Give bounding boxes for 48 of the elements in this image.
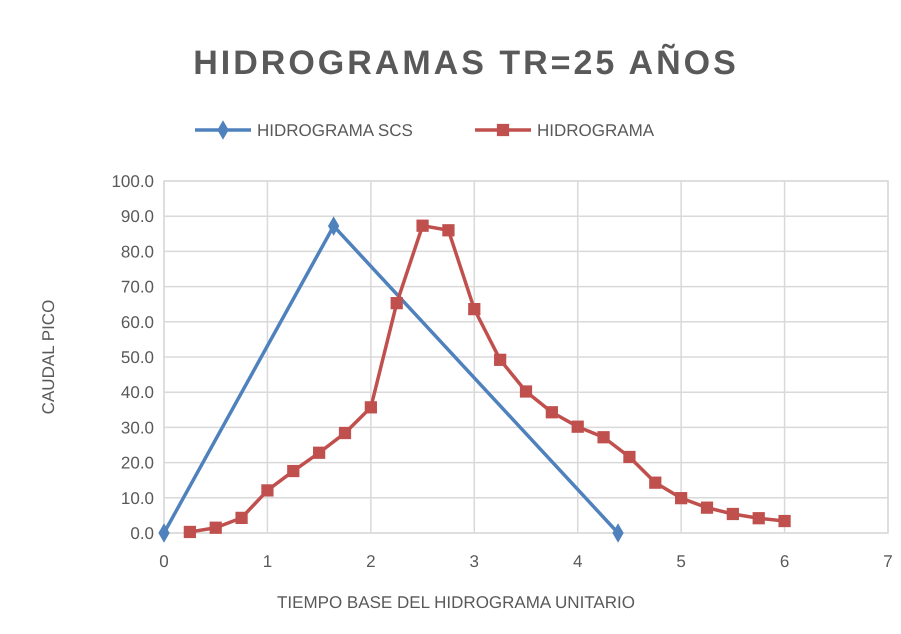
y-tick-label: 70.0 bbox=[120, 278, 154, 297]
x-axis-title: TIEMPO BASE DEL HIDROGRAMA UNITARIO bbox=[277, 593, 635, 612]
point bbox=[468, 303, 480, 316]
x-tick-label: 2 bbox=[366, 552, 376, 571]
point bbox=[364, 401, 377, 414]
y-tick-label: 50.0 bbox=[120, 348, 154, 367]
legend-label: HIDROGRAMA SCS bbox=[257, 120, 413, 140]
y-tick-label: 30.0 bbox=[120, 418, 154, 438]
point bbox=[520, 385, 532, 398]
point bbox=[494, 354, 506, 366]
x-tick-label: 7 bbox=[883, 552, 893, 571]
chart-title: HIDROGRAMAS TR=25 AÑOS bbox=[193, 43, 739, 82]
point bbox=[313, 446, 326, 459]
point bbox=[338, 426, 352, 440]
point bbox=[752, 512, 765, 524]
point bbox=[261, 484, 274, 497]
point bbox=[623, 450, 636, 464]
x-tick-label: 4 bbox=[572, 552, 582, 571]
legend-label: HIDROGRAMA bbox=[537, 120, 655, 140]
y-axis-title: CAUDAL PICO bbox=[39, 300, 58, 414]
y-tick-label: 60.0 bbox=[120, 312, 154, 332]
point bbox=[546, 406, 558, 418]
point bbox=[778, 514, 791, 528]
point bbox=[390, 297, 403, 310]
point bbox=[700, 502, 714, 514]
y-tick-label: 0.0 bbox=[130, 524, 154, 543]
x-tick-label: 1 bbox=[262, 552, 272, 571]
y-tick-label: 20.0 bbox=[120, 454, 154, 473]
point bbox=[210, 522, 222, 534]
point bbox=[726, 508, 739, 520]
point bbox=[572, 420, 584, 433]
point bbox=[184, 526, 196, 538]
y-tick-label: 90.0 bbox=[120, 207, 154, 226]
point bbox=[675, 492, 688, 504]
y-tick-label: 40.0 bbox=[120, 383, 154, 402]
x-tick-label: 0 bbox=[159, 552, 169, 571]
point bbox=[416, 220, 429, 232]
point bbox=[442, 224, 455, 236]
y-tick-label: 10.0 bbox=[120, 488, 154, 508]
point bbox=[235, 512, 248, 524]
y-tick-label: 80.0 bbox=[120, 242, 154, 262]
point bbox=[597, 431, 610, 444]
x-tick-label: 5 bbox=[676, 552, 686, 571]
x-tick-label: 6 bbox=[780, 552, 790, 571]
y-tick-label: 100.0 bbox=[111, 172, 154, 191]
point bbox=[649, 476, 662, 489]
point bbox=[287, 464, 300, 478]
x-tick-label: 3 bbox=[470, 552, 480, 571]
